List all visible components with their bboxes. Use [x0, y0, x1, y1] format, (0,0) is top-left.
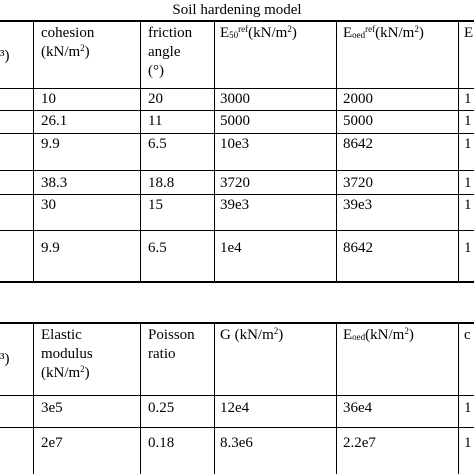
eoed-cell: 5000 — [343, 113, 373, 129]
table1-row-rule — [0, 133, 474, 134]
table1-bottom-rule — [0, 281, 474, 283]
cohesion-cell: 9.9 — [41, 136, 60, 152]
table1-header-e50ref: E50ref(kN/m2) — [220, 24, 297, 42]
col6-partial-cell: 1 — [464, 240, 472, 256]
table2-header-rule — [0, 395, 474, 396]
poisson-ratio-cell: 0.25 — [148, 400, 175, 416]
table1-row-rule — [0, 194, 474, 195]
friction-cell: 11 — [148, 113, 163, 129]
eoed-cell: 8642 — [343, 136, 373, 152]
table1-header-eoedref: Eoedref(kN/m2) — [343, 24, 424, 42]
elastic-modulus-cell: 3e5 — [41, 400, 63, 416]
cohesion-cell: 38.3 — [41, 175, 68, 191]
table1-col-divider — [214, 20, 215, 282]
e50-cell: 3720 — [220, 175, 250, 191]
table2-header-poisson-ratio: Poisson ratio — [148, 327, 195, 362]
cohesion-cell: 30 — [41, 197, 56, 213]
table1-row-rule — [0, 110, 474, 111]
table1-header-friction-angle: friction angle (°) — [148, 25, 193, 79]
table2-col-divider — [140, 322, 141, 474]
table2-col-divider — [33, 322, 34, 474]
e50-cell: 39e3 — [220, 197, 250, 213]
table2-header-eoed: Eoed(kN/m2) — [343, 326, 414, 344]
col6-partial-cell: 1 — [464, 197, 472, 213]
eoed-cell: 2.2e7 — [343, 435, 376, 451]
col6-partial-cell: 1 — [464, 136, 472, 152]
col6-partial-cell: 1 — [464, 91, 472, 107]
table2-header-shear-modulus: G (kN/m2) — [220, 326, 284, 344]
table1-col-divider — [140, 20, 141, 282]
cohesion-cell: 10 — [41, 91, 56, 107]
e50-cell: 3000 — [220, 91, 250, 107]
eoed-cell: 3720 — [343, 175, 373, 191]
shear-modulus-cell: 12e4 — [220, 400, 250, 416]
table2-header-col0-partial: ³) — [0, 351, 10, 367]
friction-cell: 6.5 — [148, 240, 167, 256]
table1-header-col0-partial: ³) — [0, 48, 10, 64]
col6-partial-cell: 1 — [464, 113, 472, 129]
cohesion-cell: 9.9 — [41, 240, 60, 256]
eoed-cell: 2000 — [343, 91, 373, 107]
table1-top-rule — [0, 20, 474, 22]
e50-cell: 5000 — [220, 113, 250, 129]
table2-header-col6-partial: c — [464, 327, 471, 343]
table2-row-rule — [0, 427, 474, 428]
col6-partial-cell: 1 — [464, 175, 472, 191]
table1-col-divider — [336, 20, 337, 282]
friction-cell: 15 — [148, 197, 163, 213]
poisson-ratio-cell: 0.18 — [148, 435, 175, 451]
table1-row-rule — [0, 170, 474, 171]
elastic-modulus-cell: 2e7 — [41, 435, 63, 451]
table2-col-divider — [458, 322, 459, 474]
col6-partial-cell: 1 — [464, 435, 472, 451]
eoed-cell: 36e4 — [343, 400, 373, 416]
table1-col-divider — [458, 20, 459, 282]
table-title: Soil hardening model — [172, 2, 302, 18]
eoed-cell: 39e3 — [343, 197, 373, 213]
e50-cell: 1e4 — [220, 240, 242, 256]
e50-cell: 10e3 — [220, 136, 250, 152]
table1-row-rule — [0, 230, 474, 231]
table2-top-rule — [0, 322, 474, 324]
friction-cell: 20 — [148, 91, 163, 107]
table2-col-divider — [336, 322, 337, 474]
shear-modulus-cell: 8.3e6 — [220, 435, 253, 451]
table1-header-cohesion: cohesion (kN/m2) — [41, 25, 95, 60]
table2-header-elastic-modulus: Elastic modulus (kN/m2) — [41, 327, 93, 381]
table1-header-rule — [0, 88, 474, 89]
friction-cell: 18.8 — [148, 175, 175, 191]
table1-col-divider — [33, 20, 34, 282]
col6-partial-cell: 1 — [464, 400, 472, 416]
eoed-cell: 8642 — [343, 240, 373, 256]
friction-cell: 6.5 — [148, 136, 167, 152]
table1-header-col6-partial: E — [464, 25, 474, 41]
table2-col-divider — [214, 322, 215, 474]
cohesion-cell: 26.1 — [41, 113, 68, 129]
